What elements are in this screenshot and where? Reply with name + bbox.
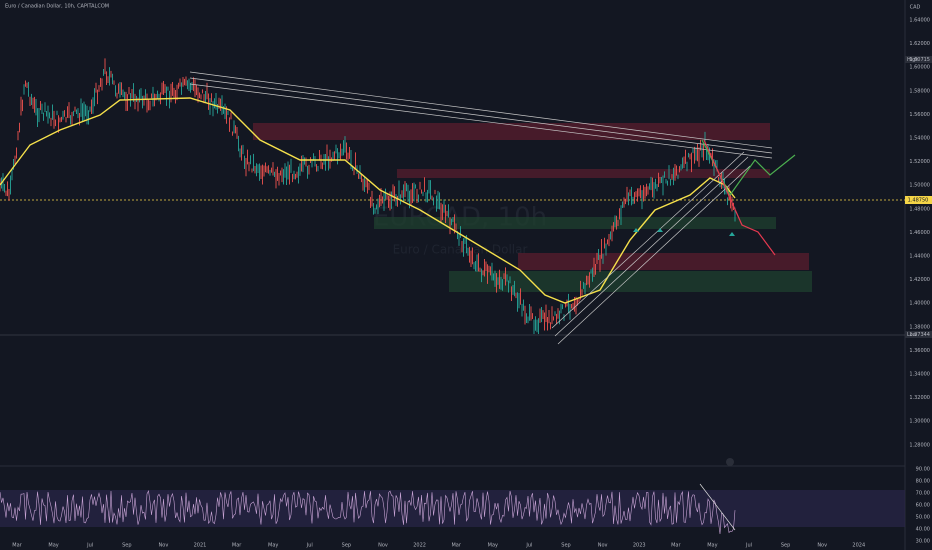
moving-average [0, 97, 736, 304]
price-axis-label: 1.60000 [909, 65, 930, 71]
price-axis-label: 1.54000 [909, 136, 930, 142]
price-axis-label: 1.44000 [909, 254, 930, 260]
time-axis-label: 2023 [633, 543, 646, 549]
time-axis-label: May [488, 543, 498, 549]
rsi-axis-label: 50.00 [916, 515, 930, 521]
price-axis-label: 1.40000 [909, 301, 930, 307]
signal-arrows [633, 228, 735, 236]
price-axis-label: 1.36000 [909, 348, 930, 354]
time-axis-label: May [48, 543, 58, 549]
rsi-axis-label: 40.00 [916, 527, 930, 533]
resistance-zone [397, 169, 770, 178]
time-axis-label: Mar [12, 543, 22, 549]
price-axis-label: 1.32000 [909, 395, 930, 401]
time-axis-label: Mar [232, 543, 242, 549]
price-axis-label: 1.62000 [909, 41, 930, 47]
time-axis-label: Sep [122, 543, 131, 549]
rsi-axis-label: 80.00 [916, 479, 930, 485]
watermark-name: Euro / Canadian Dollar [393, 243, 528, 257]
price-axis-label: 1.52000 [909, 159, 930, 165]
price-axis-label: 1.46000 [909, 230, 930, 236]
price-axis-label: 1.30000 [909, 419, 930, 425]
time-axis-label: Sep [342, 543, 351, 549]
time-axis-label: 2024 [852, 543, 865, 549]
rsi-axis-label: 70.00 [916, 491, 930, 497]
low-value: 1.37344 [909, 332, 930, 338]
time-axis-label: Sep [781, 543, 790, 549]
price-axis-label: 1.64000 [909, 18, 930, 24]
time-axis-label: Nov [817, 543, 827, 549]
rsi-line [0, 490, 736, 535]
currency-label: CAD [910, 5, 921, 11]
support-zone [449, 271, 812, 292]
price-axis-label: 1.56000 [909, 112, 930, 118]
high-tag [905, 56, 932, 63]
high-value: 1.60715 [909, 57, 930, 63]
last-price-tag [905, 196, 932, 204]
price-axis-label: 1.38000 [909, 324, 930, 330]
time-axis-label: Jul [745, 543, 752, 549]
support-zone [374, 217, 776, 229]
price-axis-label: 1.34000 [909, 372, 930, 378]
rsi-axis-label: 30.00 [916, 539, 930, 545]
bearish-projection [703, 139, 776, 256]
rsi-trendline [699, 483, 736, 531]
time-axis-label: Mar [451, 543, 461, 549]
time-axis-label: Jul [525, 543, 532, 549]
resistance-zone [518, 253, 809, 270]
rsi-pane [0, 490, 736, 535]
downtrend-channel [189, 71, 773, 159]
uptrend-channel [551, 151, 751, 345]
time-axis-label: 2021 [194, 543, 207, 549]
time-axis-label: Nov [159, 543, 169, 549]
time-axis-label: May [268, 543, 278, 549]
price-axis-label: 1.42000 [909, 277, 930, 283]
time-axis-label: Nov [598, 543, 608, 549]
time-axis-label: 2022 [413, 543, 426, 549]
rsi-axis-label: 90.00 [916, 467, 930, 473]
scroll-button[interactable] [726, 458, 734, 466]
last-price: 1.48750 [908, 198, 929, 204]
rsi-axis-label: 60.00 [916, 503, 930, 509]
high-tag-text: High [907, 57, 919, 63]
time-axis-label: Sep [561, 543, 570, 549]
time-axis-label: May [707, 543, 717, 549]
time-axis-label: Jul [86, 543, 93, 549]
price-axis-label: 1.28000 [909, 442, 930, 448]
price-axis-label: 1.58000 [909, 88, 930, 94]
time-axis-label: Nov [378, 543, 388, 549]
time-axis-label: Mar [671, 543, 681, 549]
low-tag [905, 331, 932, 338]
low-tag-text: Low [907, 332, 917, 338]
time-axis-label: Jul [306, 543, 313, 549]
price-axis-label: 1.48000 [909, 206, 930, 212]
price-axis-label: 1.50000 [909, 183, 930, 189]
header-title: Euro / Canadian Dollar, 10h, CAPITALCOM [5, 4, 109, 10]
